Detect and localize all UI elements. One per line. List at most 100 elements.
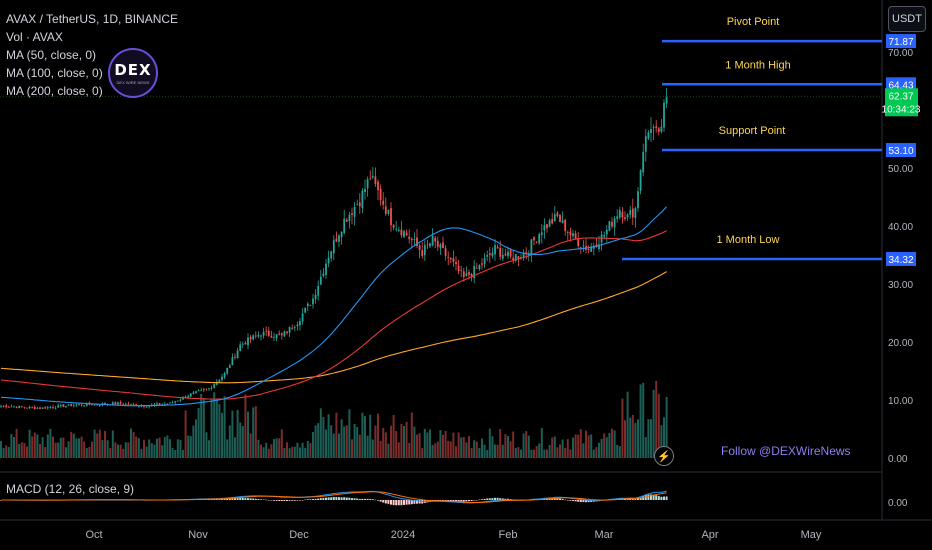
macd-histogram-bar [657,496,660,500]
candle-body [616,216,619,219]
candle-body [598,244,600,250]
volume-bar [483,444,486,458]
macd-histogram-bar [213,499,216,500]
symbol-title[interactable]: AVAX / TetherUS, 1D, BINANCE [6,12,179,26]
x-tick-label: 2024 [391,529,415,541]
follow-watermark: Follow @DEXWireNews [721,444,851,458]
y-tick-label: 70.00 [888,48,913,59]
volume-bar [572,437,574,458]
candle-body [36,407,39,409]
macd-histogram-bar [569,500,572,501]
macd-histogram-bar [436,500,439,501]
macd-histogram-bar [351,498,353,500]
volume-bar [41,437,44,458]
volume-bar [546,449,548,458]
candle-body [265,330,268,332]
volume-bar [345,425,348,458]
volume-bar [590,434,593,458]
macd-histogram-bar [650,494,652,500]
ma50-indicator-label[interactable]: MA (50, close, 0) [6,48,97,62]
x-tick-label: Feb [499,529,518,541]
volume-bar [161,445,164,458]
volume-bar [501,444,504,458]
volume-bar [26,446,28,458]
candle-body [70,404,73,407]
candle-body [304,307,307,313]
volume-bar [390,425,392,458]
candle-body [143,405,145,407]
currency-button[interactable]: USDT [888,6,926,32]
volume-bar [88,446,91,458]
candle-body [553,214,556,222]
candle-body [75,404,78,406]
candle-body [117,402,119,405]
volume-bar [403,426,405,458]
candle-body [124,403,127,405]
volume-bar [577,434,580,458]
macd-indicator-label[interactable]: MACD (12, 26, close, 9) [6,482,135,496]
logo-text: DEX [114,61,152,79]
x-tick-label: Nov [188,529,208,541]
volume-bar [364,416,366,458]
macd-histogram-bar [582,500,585,503]
candle-body [546,224,548,229]
ma200-indicator-label[interactable]: MA (200, close, 0) [6,84,103,98]
candle-body [413,239,416,240]
volume-bar [122,448,125,458]
volume-bar [618,446,621,458]
volume-bar [421,448,424,458]
volume-bar [62,437,65,458]
candle-body [624,217,626,219]
candle-body [122,404,125,406]
macd-histogram-bar [335,497,338,500]
ma100-indicator-label[interactable]: MA (100, close, 0) [6,66,103,80]
volume-bar [33,432,36,458]
ma200-line [0,271,667,384]
volume-bar [296,442,299,458]
volume-bar [46,434,49,458]
volume-bar [470,447,473,458]
volume-bar [114,442,117,458]
volume-bar [135,436,138,458]
lightning-icon[interactable]: ⚡ [654,446,674,466]
candle-body [262,331,265,336]
candle-body [569,231,572,236]
candle-body [127,403,130,405]
candle-body [379,188,382,201]
candle-body [332,240,335,254]
volume-bar [491,436,494,458]
volume-bar [387,443,390,458]
macd-histogram-bar [221,499,223,500]
candle-body [556,212,559,217]
volume-bar [616,444,619,458]
macd-histogram-bar [488,498,491,500]
volume-bar [189,436,192,458]
volume-bar [527,435,530,458]
volume-bar [663,417,665,458]
candle-body [72,405,75,407]
macd-histogram-bar [208,499,210,500]
macd-histogram-bar [382,500,385,503]
candle-body [93,404,96,406]
volume-bar [358,434,361,458]
candle-body [330,251,333,259]
macd-histogram-bar [397,500,400,506]
volume-indicator-label[interactable]: Vol · AVAX [6,30,63,44]
macd-histogram-bar [356,498,359,500]
macd-histogram-bar [244,498,247,500]
macd-histogram-bar [447,500,450,501]
volume-bar [538,443,541,458]
volume-bar [559,444,561,458]
y-tick-label: 50.00 [888,164,913,175]
candle-body [590,246,593,252]
volume-bar [314,425,317,458]
ma50-line [0,206,668,407]
dex-logo: DEX DEX WIRE NEWS [108,48,158,98]
volume-bar [57,442,60,458]
volume-bar [109,448,112,458]
candle-body [270,335,273,338]
volume-bar [553,436,556,458]
candle-body [356,204,359,206]
volume-bar [436,441,439,458]
